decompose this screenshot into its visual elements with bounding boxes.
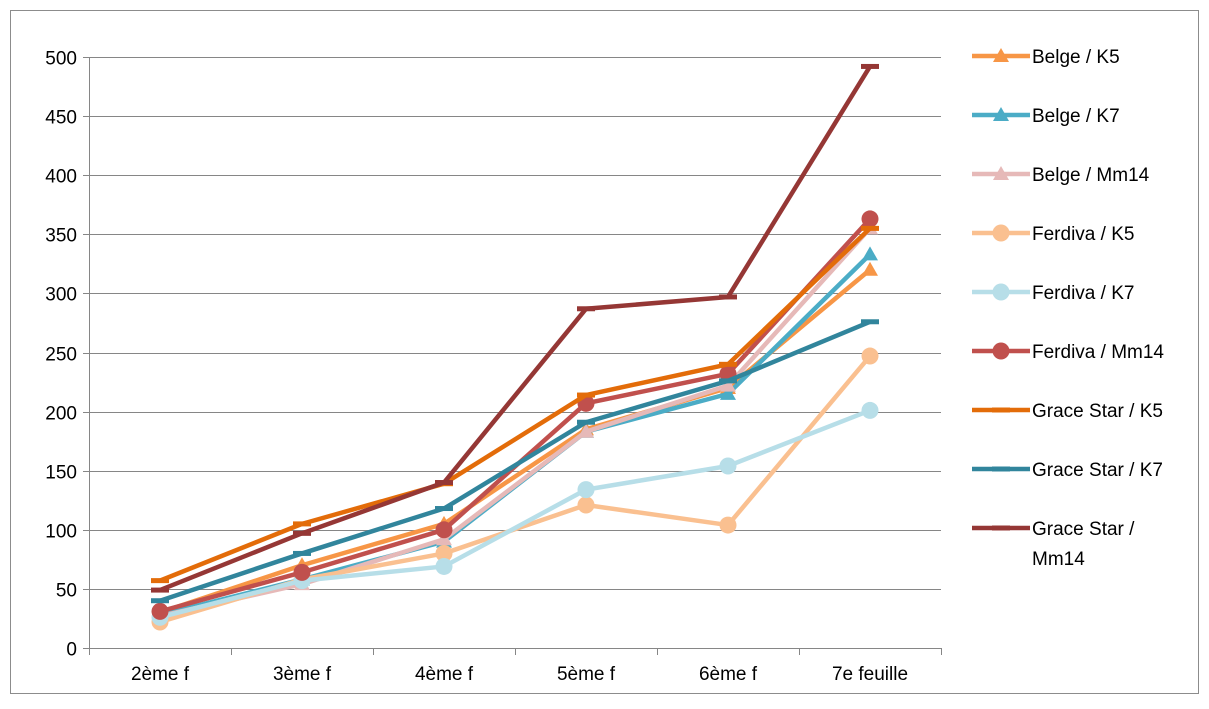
- data-point-triangle: [993, 166, 1009, 180]
- legend-item: Belge / K7: [972, 106, 1120, 127]
- data-point-dash: [577, 306, 595, 312]
- data-point-dash: [435, 506, 453, 512]
- legend-label: Belge / Mm14: [1032, 165, 1150, 186]
- data-point-dash: [992, 407, 1010, 413]
- data-point-dash: [577, 419, 595, 425]
- data-point-dash: [577, 392, 595, 398]
- legend-item: Ferdiva / K5: [972, 224, 1134, 245]
- data-point-dash: [435, 480, 453, 486]
- data-point-triangle: [720, 377, 736, 392]
- series-line: [159, 319, 871, 603]
- data-point-circle: [992, 342, 1010, 360]
- data-point-circle: [435, 521, 453, 539]
- legend-item: Grace Star / K5: [972, 401, 1163, 422]
- y-tick-label: 450: [45, 108, 77, 129]
- data-point-circle: [861, 210, 879, 228]
- data-point-circle: [861, 347, 879, 365]
- series-line: [159, 408, 871, 620]
- data-point-circle: [861, 401, 879, 419]
- x-tick-label: 6ème f: [699, 664, 758, 685]
- data-point-dash: [293, 550, 311, 556]
- legend-label: Grace Star / K5: [1032, 401, 1163, 422]
- data-point-circle: [435, 544, 453, 562]
- data-point-dash: [719, 294, 737, 300]
- series-9: [151, 63, 879, 593]
- data-point-dash: [719, 378, 737, 384]
- series-group: [151, 63, 879, 631]
- data-point-circle: [293, 563, 311, 581]
- data-point-dash: [861, 319, 879, 325]
- data-point-dash: [719, 361, 737, 367]
- data-point-triangle: [862, 261, 878, 276]
- data-point-circle: [151, 602, 169, 620]
- data-point-triangle: [862, 246, 878, 261]
- x-tick-label: 3ème f: [273, 664, 332, 685]
- y-tick-label: 350: [45, 226, 77, 247]
- legend-label: Ferdiva / Mm14: [1032, 342, 1164, 363]
- y-tick-label: 100: [45, 522, 77, 543]
- data-point-circle: [577, 496, 595, 514]
- data-point-dash: [293, 521, 311, 527]
- y-tick-label: 400: [45, 167, 77, 188]
- data-point-dash: [151, 578, 169, 584]
- y-axis-tick-labels: 0 50 100 150 200 250 300 350 400 450 500: [45, 49, 77, 661]
- legend-label: Ferdiva / K7: [1032, 283, 1134, 304]
- data-point-circle: [719, 516, 737, 534]
- data-point-dash: [861, 225, 879, 231]
- x-tick-label: 4ème f: [415, 664, 474, 685]
- legend-item: Ferdiva / Mm14: [972, 342, 1164, 363]
- data-point-circle: [435, 557, 453, 575]
- y-tick-label: 0: [66, 640, 77, 661]
- series-line: [159, 65, 872, 593]
- x-tick-label: 2ème f: [131, 664, 190, 685]
- y-tick-label: 150: [45, 463, 77, 484]
- x-tick-label: 5ème f: [557, 664, 616, 685]
- axes: [83, 57, 942, 655]
- legend-label: Belge / K5: [1032, 47, 1120, 68]
- data-point-dash: [151, 598, 169, 604]
- x-tick-label: 7e feuille: [832, 664, 908, 685]
- legend-item: Grace Star / K7: [972, 460, 1163, 481]
- data-point-circle: [992, 224, 1010, 242]
- legend: Belge / K5 Belge / K7 Belge / Mm14 Ferdiva …: [972, 47, 1164, 570]
- y-tick-label: 500: [45, 49, 77, 70]
- data-point-circle: [992, 283, 1010, 301]
- y-tick-label: 50: [56, 581, 77, 602]
- data-point-dash: [151, 587, 169, 593]
- data-point-circle: [577, 481, 595, 499]
- legend-label: Belge / K7: [1032, 106, 1120, 127]
- y-tick-label: 300: [45, 285, 77, 306]
- data-point-triangle: [720, 385, 736, 400]
- legend-item: Belge / K5: [972, 47, 1120, 68]
- legend-item: Belge / Mm14: [972, 165, 1150, 186]
- data-point-triangle: [578, 423, 594, 438]
- data-point-circle: [719, 457, 737, 475]
- data-point-dash: [293, 530, 311, 536]
- x-axis-tick-labels: 2ème f 3ème f 4ème f 5ème f 6ème f 7e feuille: [131, 664, 908, 685]
- data-point-dash: [861, 63, 879, 69]
- series-line: [159, 226, 872, 619]
- legend-label: Grace Star / K7: [1032, 460, 1163, 481]
- legend-item: Grace Star / Mm14: [972, 519, 1135, 570]
- y-tick-label: 250: [45, 345, 77, 366]
- y-tick-label: 200: [45, 404, 77, 425]
- data-point-dash: [992, 525, 1010, 531]
- series-line: [159, 226, 872, 583]
- legend-label: Grace Star / Mm14: [1032, 519, 1135, 570]
- series-8: [151, 319, 879, 604]
- legend-label: Ferdiva / K5: [1032, 224, 1134, 245]
- legend-item: Ferdiva / K7: [972, 283, 1134, 304]
- data-point-triangle: [993, 107, 1009, 121]
- data-point-dash: [992, 466, 1010, 472]
- data-point-triangle: [993, 48, 1009, 62]
